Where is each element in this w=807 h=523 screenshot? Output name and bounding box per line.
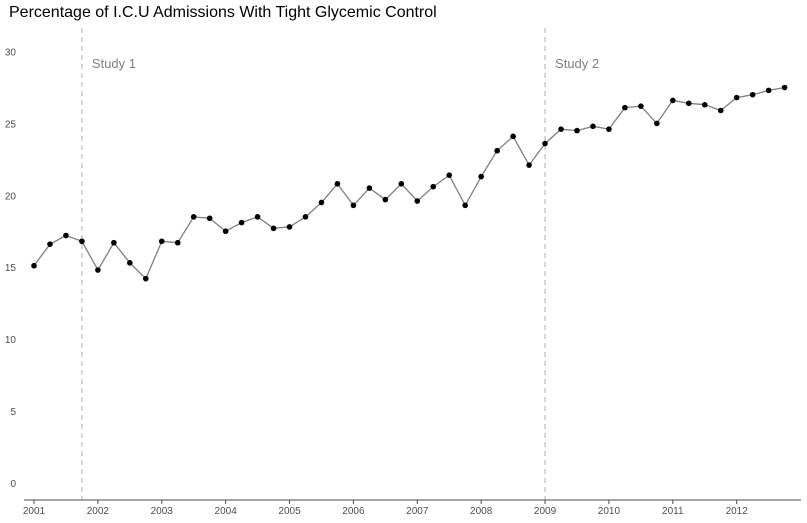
data-point	[318, 199, 325, 206]
data-point	[574, 127, 580, 134]
data-point	[174, 239, 181, 246]
data-point	[478, 173, 484, 180]
x-tick-label-2004: 2004	[215, 506, 238, 517]
y-axis-tick-labels: 0 5 10 15 20 25 30	[5, 48, 17, 490]
data-point	[47, 241, 53, 247]
series-line-1	[33, 86, 785, 280]
chart-title: Percentage of I.C.U Admissions With Tigh…	[9, 4, 437, 21]
y-tick-label-30: 30	[5, 48, 17, 59]
data-point	[670, 97, 676, 104]
y-tick-label-10: 10	[5, 335, 17, 346]
data-point	[127, 260, 133, 266]
data-point	[270, 225, 277, 232]
data-point	[254, 214, 261, 220]
y-tick-label-0: 0	[10, 479, 16, 490]
data-point	[654, 120, 660, 127]
data-point	[366, 185, 373, 191]
data-point	[398, 180, 405, 187]
data-point	[222, 228, 229, 235]
y-tick-label-5: 5	[10, 407, 16, 418]
data-point	[606, 126, 612, 132]
data-point	[749, 91, 756, 98]
data-point	[781, 84, 788, 91]
data-point	[111, 239, 117, 246]
x-tick-label-2006: 2006	[342, 506, 365, 517]
x-tick-label-2001: 2001	[23, 506, 46, 517]
data-point	[142, 275, 149, 282]
y-tick-label-15: 15	[5, 263, 17, 274]
data-point	[622, 104, 628, 111]
x-tick-label-2010: 2010	[598, 506, 621, 517]
data-point	[446, 172, 453, 178]
data-point	[510, 133, 516, 140]
data-point	[701, 101, 708, 108]
y-tick-label-25: 25	[5, 119, 17, 130]
data-point	[717, 107, 724, 114]
series-layer	[31, 84, 788, 282]
data-point	[63, 232, 69, 239]
x-tick-label-2012: 2012	[726, 506, 749, 517]
x-tick-label-2002: 2002	[87, 506, 110, 517]
data-point	[286, 224, 293, 230]
y-tick-label-20: 20	[5, 191, 17, 202]
data-point	[685, 100, 692, 107]
data-point	[31, 262, 37, 269]
x-tick-label-2003: 2003	[151, 506, 174, 517]
data-point	[206, 215, 213, 222]
data-point	[430, 183, 437, 190]
data-point	[526, 162, 532, 168]
data-point	[542, 140, 548, 147]
data-point	[158, 238, 165, 245]
x-tick-label-2007: 2007	[406, 506, 429, 517]
data-point	[238, 219, 245, 226]
data-point	[462, 202, 469, 209]
data-point	[590, 123, 596, 130]
annotation-label-2: Study 2	[555, 56, 599, 71]
data-point	[765, 87, 772, 94]
x-tick-label-2011: 2011	[662, 506, 684, 517]
data-point	[302, 214, 309, 220]
data-point	[733, 94, 740, 101]
data-point	[334, 180, 341, 187]
data-point	[79, 238, 85, 245]
annotation-label-1: Study 1	[92, 56, 136, 71]
data-point	[350, 202, 357, 209]
data-point	[558, 126, 564, 132]
x-tick-label-2005: 2005	[278, 506, 301, 517]
data-point	[190, 214, 197, 220]
data-point	[414, 198, 421, 204]
data-point	[95, 267, 101, 273]
data-point	[382, 196, 389, 203]
x-axis: 2001 2002 2003 2004 2005 2006 2007 2008 2009 2010…	[23, 499, 801, 517]
data-point	[638, 103, 644, 109]
x-tick-label-2008: 2008	[470, 506, 493, 517]
annotation-layer: Study 1 Study 2	[81, 28, 599, 500]
x-tick-label-2009: 2009	[534, 506, 557, 517]
data-point	[494, 147, 500, 154]
